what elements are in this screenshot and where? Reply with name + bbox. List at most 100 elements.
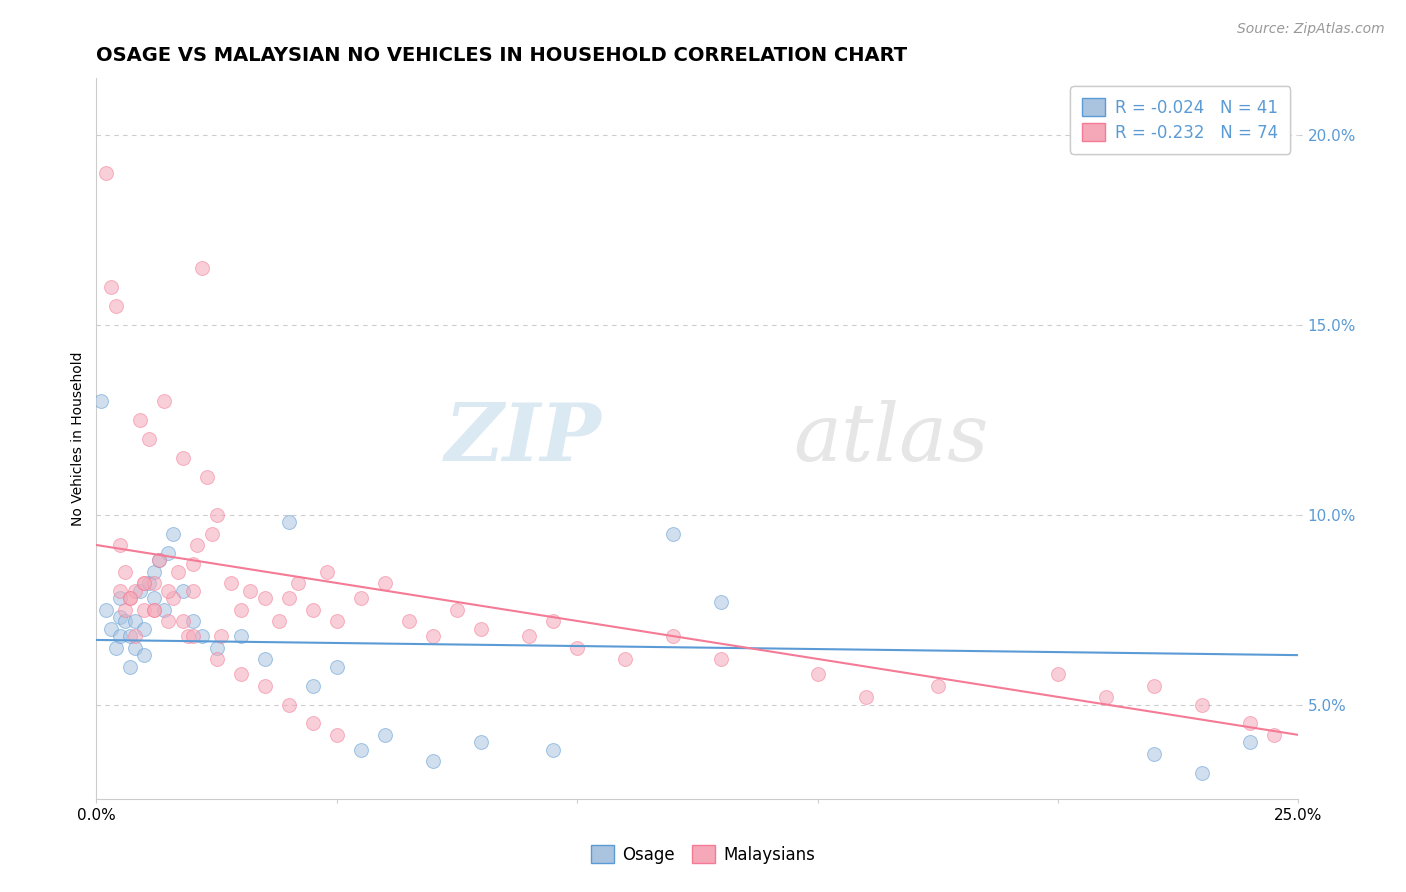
Point [90, 393, 112, 408]
Point [152, 393, 174, 408]
Point [134, 602, 156, 616]
Point [143, 576, 166, 591]
Point [128, 412, 150, 426]
Point [114, 614, 136, 628]
Point [134, 648, 156, 662]
Point [167, 565, 190, 579]
Point [374, 728, 396, 742]
Point [229, 667, 252, 681]
Point [181, 614, 204, 628]
Point [110, 591, 132, 606]
Point [316, 565, 339, 579]
Point [104, 299, 127, 313]
Point [124, 629, 146, 643]
Point [157, 546, 180, 560]
Point [277, 591, 299, 606]
Point [229, 602, 252, 616]
Point [110, 583, 132, 598]
Point [326, 659, 349, 673]
Point [219, 576, 242, 591]
Point [807, 667, 830, 681]
Point [118, 591, 141, 606]
Point [201, 526, 224, 541]
Point [143, 591, 166, 606]
Point [277, 515, 299, 529]
Point [567, 640, 589, 655]
Point [172, 614, 194, 628]
Point [128, 583, 150, 598]
Point [157, 583, 180, 598]
Point [614, 652, 637, 666]
Point [143, 565, 166, 579]
Point [374, 576, 396, 591]
Point [162, 591, 184, 606]
Point [422, 629, 444, 643]
Point [162, 526, 184, 541]
Point [209, 629, 232, 643]
Point [301, 602, 323, 616]
Point [350, 591, 373, 606]
Point [94, 602, 117, 616]
Point [181, 583, 204, 598]
Point [100, 622, 122, 636]
Point [927, 679, 949, 693]
Point [326, 728, 349, 742]
Point [662, 526, 685, 541]
Point [541, 743, 564, 757]
Text: OSAGE VS MALAYSIAN NO VEHICLES IN HOUSEHOLD CORRELATION CHART: OSAGE VS MALAYSIAN NO VEHICLES IN HOUSEH… [97, 46, 907, 65]
Point [143, 602, 166, 616]
Point [229, 629, 252, 643]
Point [124, 614, 146, 628]
Point [326, 614, 349, 628]
Point [1095, 690, 1118, 704]
Point [239, 583, 262, 598]
Point [148, 553, 170, 567]
Point [1263, 728, 1285, 742]
Point [398, 614, 420, 628]
Point [134, 576, 156, 591]
Point [181, 629, 204, 643]
Point [301, 679, 323, 693]
Point [100, 279, 122, 293]
Point [1239, 735, 1261, 749]
Point [710, 652, 733, 666]
Point [1239, 716, 1261, 731]
Point [287, 576, 309, 591]
Point [138, 432, 160, 446]
Point [446, 602, 468, 616]
Point [134, 622, 156, 636]
Point [118, 659, 141, 673]
Point [157, 614, 180, 628]
Point [422, 755, 444, 769]
Point [662, 629, 685, 643]
Point [517, 629, 540, 643]
Point [110, 629, 132, 643]
Point [205, 640, 228, 655]
Legend: Osage, Malaysians: Osage, Malaysians [583, 838, 823, 871]
Point [186, 538, 208, 552]
Text: ZIP: ZIP [444, 400, 602, 477]
Point [148, 553, 170, 567]
Point [253, 652, 276, 666]
Point [277, 698, 299, 712]
Point [1143, 679, 1166, 693]
Y-axis label: No Vehicles in Household: No Vehicles in Household [72, 351, 86, 526]
Point [301, 716, 323, 731]
Point [267, 614, 290, 628]
Point [143, 602, 166, 616]
Legend: R = -0.024   N = 41, R = -0.232   N = 74: R = -0.024 N = 41, R = -0.232 N = 74 [1070, 87, 1291, 153]
Point [470, 735, 492, 749]
Point [172, 583, 194, 598]
Point [118, 591, 141, 606]
Point [114, 565, 136, 579]
Point [152, 602, 174, 616]
Point [110, 538, 132, 552]
Point [470, 622, 492, 636]
Point [118, 629, 141, 643]
Point [191, 260, 214, 275]
Point [350, 743, 373, 757]
Point [172, 450, 194, 465]
Point [191, 629, 214, 643]
Text: Source: ZipAtlas.com: Source: ZipAtlas.com [1237, 22, 1385, 37]
Point [253, 591, 276, 606]
